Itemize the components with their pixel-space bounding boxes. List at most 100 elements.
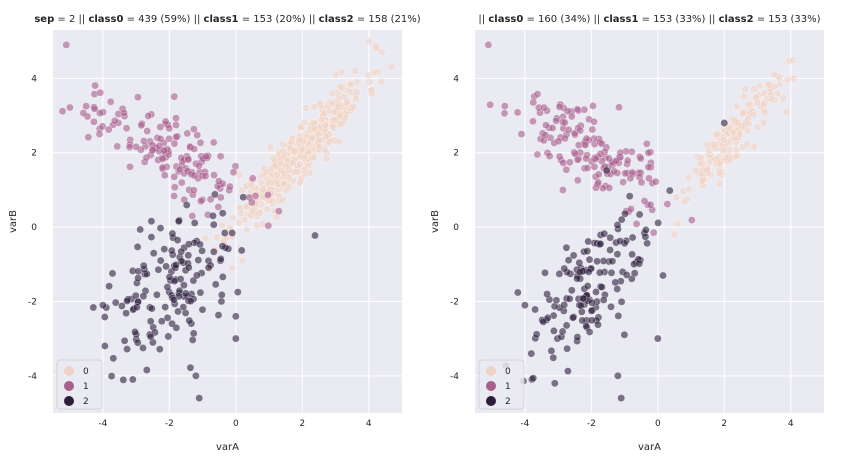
title-text: = 153 (33%) || — [638, 14, 718, 25]
point-class-1 — [500, 102, 509, 110]
legend-label-1: 1 — [505, 382, 511, 392]
point-class-1 — [562, 165, 571, 174]
point-class-1 — [193, 131, 202, 139]
point-class-2 — [625, 192, 634, 201]
point-class-2 — [643, 239, 651, 248]
point-class-1 — [202, 152, 210, 161]
point-class-2 — [606, 233, 615, 242]
point-class-0 — [760, 89, 769, 98]
point-class-2 — [539, 317, 548, 326]
point-class-0 — [322, 154, 331, 163]
point-class-2 — [531, 305, 539, 314]
point-class-0 — [290, 146, 298, 155]
point-class-2 — [174, 217, 183, 226]
point-class-1 — [573, 105, 582, 114]
point-class-1 — [82, 102, 90, 111]
point-class-0 — [691, 166, 700, 175]
legend-marker-0 — [64, 366, 74, 376]
point-class-2 — [185, 316, 194, 325]
point-class-0 — [712, 130, 721, 139]
point-class-2 — [163, 313, 172, 322]
point-class-0 — [703, 166, 711, 175]
point-class-1 — [552, 116, 560, 125]
legend-frame — [56, 359, 103, 410]
point-class-2 — [209, 220, 218, 229]
point-class-2 — [550, 327, 558, 335]
point-class-2 — [122, 309, 130, 318]
y-tick-label: 4 — [453, 74, 459, 84]
point-class-0 — [740, 92, 748, 101]
point-class-0 — [218, 221, 226, 230]
point-class-2 — [196, 240, 204, 249]
point-class-2 — [231, 312, 240, 321]
point-class-1 — [247, 198, 256, 207]
point-class-1 — [126, 162, 134, 171]
point-class-1 — [215, 177, 223, 186]
point-class-2 — [186, 363, 195, 372]
point-class-1 — [209, 138, 218, 147]
point-class-2 — [109, 354, 118, 363]
point-class-1 — [581, 141, 590, 149]
point-class-2 — [155, 345, 164, 354]
point-class-2 — [167, 246, 176, 255]
point-class-1 — [137, 121, 146, 130]
point-class-2 — [613, 221, 622, 229]
left-scatter-panel: -4 -2 0 2 4 -4 -2 0 2 4 varA varB sep = 2 || class0 … — [8, 14, 421, 453]
point-class-2 — [562, 243, 571, 252]
point-class-1 — [517, 130, 526, 138]
point-class-2 — [607, 302, 615, 311]
point-class-1 — [148, 146, 157, 155]
point-class-0 — [314, 130, 323, 138]
title-key: class2 — [719, 14, 754, 25]
point-class-2 — [182, 201, 191, 209]
point-class-1 — [84, 133, 93, 142]
point-class-2 — [148, 304, 156, 313]
point-class-0 — [315, 136, 323, 145]
point-class-1 — [189, 186, 198, 195]
point-class-2 — [563, 344, 571, 353]
point-class-1 — [216, 152, 225, 161]
point-class-2 — [153, 290, 161, 299]
point-class-2 — [228, 229, 237, 237]
point-class-2 — [541, 268, 549, 277]
point-class-2 — [156, 256, 165, 265]
point-class-2 — [192, 371, 200, 380]
x-tick-label: 2 — [299, 419, 305, 429]
point-class-2 — [617, 215, 626, 224]
point-class-2 — [513, 288, 522, 297]
title-key: sep — [34, 14, 54, 25]
point-class-0 — [302, 104, 310, 112]
point-class-1 — [90, 117, 98, 126]
point-class-2 — [164, 332, 173, 341]
point-class-2 — [209, 211, 217, 220]
point-class-0 — [730, 152, 739, 161]
point-class-0 — [353, 87, 361, 96]
point-class-2 — [602, 166, 611, 175]
point-class-0 — [273, 171, 281, 179]
point-class-1 — [214, 203, 223, 211]
point-class-1 — [529, 117, 537, 126]
x-tick-label: 2 — [721, 419, 727, 429]
point-class-0 — [697, 154, 705, 162]
point-class-1 — [139, 137, 148, 145]
point-class-1 — [113, 142, 122, 151]
title-text: = 158 (21%) — [354, 14, 421, 25]
point-class-1 — [172, 121, 180, 129]
point-class-1 — [571, 150, 580, 158]
point-class-0 — [715, 159, 724, 168]
legend: 0 1 2 — [56, 359, 103, 410]
point-class-2 — [665, 186, 674, 195]
right-scatter-panel: -4 -2 0 2 4 -4 -2 0 2 4 varA varB || class0 = 160 (3… — [430, 14, 824, 453]
point-class-2 — [111, 298, 120, 307]
legend-label-2: 2 — [83, 397, 89, 407]
point-class-2 — [583, 247, 592, 255]
point-class-1 — [158, 155, 167, 163]
point-class-1 — [541, 131, 550, 140]
point-class-0 — [278, 196, 287, 204]
point-class-0 — [300, 153, 308, 162]
point-class-0 — [697, 177, 706, 186]
point-class-1 — [183, 129, 192, 138]
point-class-1 — [663, 200, 672, 208]
point-class-2 — [218, 242, 227, 251]
point-class-0 — [715, 169, 723, 177]
